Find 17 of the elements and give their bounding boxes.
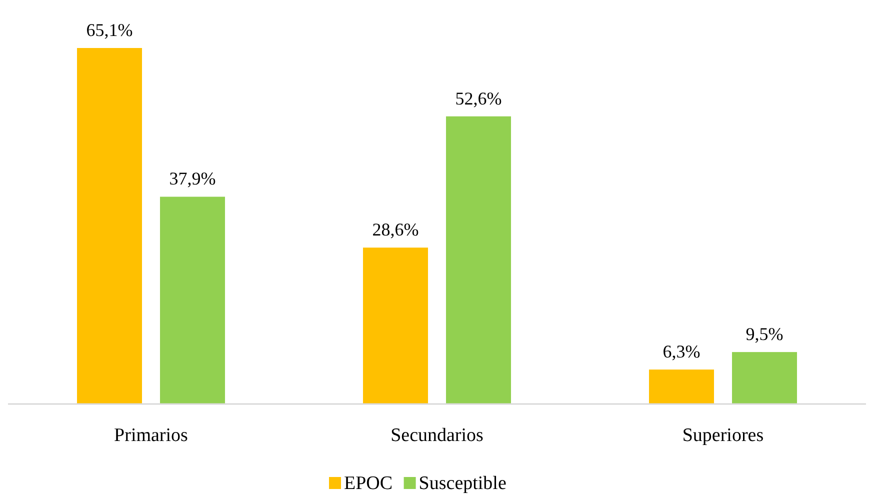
x-tick-label: Primarios (114, 425, 188, 446)
bar (363, 248, 428, 404)
bar (649, 370, 714, 404)
data-label: 9,5% (746, 324, 784, 344)
data-label: 37,9% (169, 168, 216, 189)
x-tick-label: Secundarios (390, 425, 484, 446)
x-tick-label: Superiores (682, 425, 764, 446)
legend-label: EPOC (344, 473, 393, 494)
data-label: 52,6% (455, 88, 502, 108)
bar (732, 352, 797, 404)
data-label: 28,6% (372, 220, 419, 240)
data-label: 65,1% (86, 20, 133, 40)
bar (77, 48, 142, 404)
legend-label: Susceptible (418, 473, 506, 494)
bar (446, 116, 511, 404)
data-label: 6,3% (662, 342, 700, 362)
bar (160, 196, 225, 404)
